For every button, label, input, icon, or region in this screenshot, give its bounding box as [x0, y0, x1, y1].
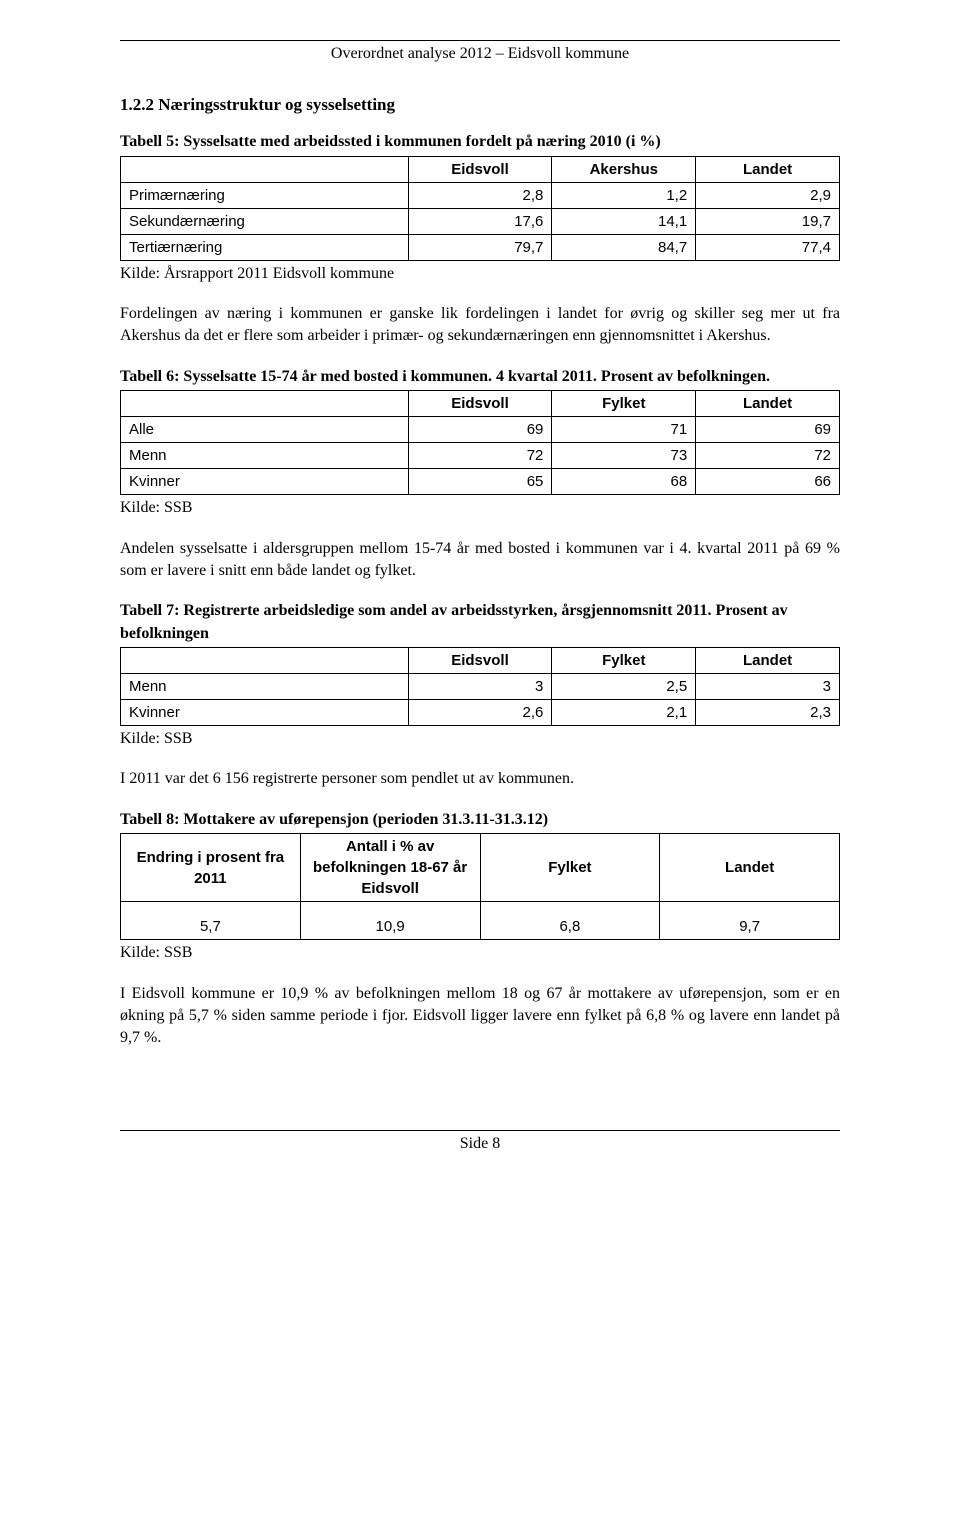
row-label: Menn	[121, 674, 409, 700]
col-header: Landet	[696, 391, 840, 417]
table-header-row: Endring i prosent fra 2011 Antall i % av…	[121, 834, 840, 902]
cell: 19,7	[696, 208, 840, 234]
col-header: Akershus	[552, 156, 696, 182]
table-empty-header	[121, 391, 409, 417]
table-empty-header	[121, 156, 409, 182]
cell: 5,7	[121, 902, 301, 940]
header-rule	[120, 40, 840, 41]
cell: 73	[552, 443, 696, 469]
cell: 9,7	[660, 902, 840, 940]
cell: 71	[552, 417, 696, 443]
row-label: Menn	[121, 443, 409, 469]
document-page: Overordnet analyse 2012 – Eidsvoll kommu…	[0, 0, 960, 1215]
table6: Eidsvoll Fylket Landet Alle 69 71 69 Men…	[120, 390, 840, 495]
col-header: Landet	[696, 648, 840, 674]
cell: 6,8	[480, 902, 660, 940]
table-row: Primærnæring 2,8 1,2 2,9	[121, 182, 840, 208]
cell: 84,7	[552, 234, 696, 260]
col-header: Landet	[660, 834, 840, 902]
table-header-row: Eidsvoll Fylket Landet	[121, 648, 840, 674]
cell: 72	[408, 443, 552, 469]
row-label: Kvinner	[121, 469, 409, 495]
col-header: Fylket	[480, 834, 660, 902]
cell: 17,6	[408, 208, 552, 234]
table6-caption: Tabell 6: Sysselsatte 15-74 år med boste…	[120, 366, 840, 388]
row-label: Tertiærnæring	[121, 234, 409, 260]
row-label: Kvinner	[121, 700, 409, 726]
row-label: Alle	[121, 417, 409, 443]
page-footer: Side 8	[120, 1133, 840, 1155]
table7: Eidsvoll Fylket Landet Menn 3 2,5 3 Kvin…	[120, 647, 840, 726]
cell: 2,6	[408, 700, 552, 726]
paragraph: Fordelingen av næring i kommunen er gans…	[120, 303, 840, 348]
cell: 69	[408, 417, 552, 443]
cell: 3	[408, 674, 552, 700]
col-header: Eidsvoll	[408, 648, 552, 674]
table-row: Sekundærnæring 17,6 14,1 19,7	[121, 208, 840, 234]
footer-rule	[120, 1130, 840, 1131]
table7-source: Kilde: SSB	[120, 728, 840, 750]
cell: 1,2	[552, 182, 696, 208]
cell: 65	[408, 469, 552, 495]
cell: 72	[696, 443, 840, 469]
table-row: Menn 72 73 72	[121, 443, 840, 469]
col-header: Endring i prosent fra 2011	[121, 834, 301, 902]
cell: 79,7	[408, 234, 552, 260]
cell: 3	[696, 674, 840, 700]
table8-caption: Tabell 8: Mottakere av uførepensjon (per…	[120, 809, 840, 831]
col-header: Eidsvoll	[408, 156, 552, 182]
col-header: Landet	[696, 156, 840, 182]
table-row: 5,7 10,9 6,8 9,7	[121, 902, 840, 940]
col-header: Fylket	[552, 648, 696, 674]
table-row: Kvinner 2,6 2,1 2,3	[121, 700, 840, 726]
cell: 2,1	[552, 700, 696, 726]
table-empty-header	[121, 648, 409, 674]
cell: 2,3	[696, 700, 840, 726]
cell: 66	[696, 469, 840, 495]
table-row: Alle 69 71 69	[121, 417, 840, 443]
table8-source: Kilde: SSB	[120, 942, 840, 964]
cell: 69	[696, 417, 840, 443]
cell: 2,8	[408, 182, 552, 208]
cell: 10,9	[300, 902, 480, 940]
table-row: Kvinner 65 68 66	[121, 469, 840, 495]
col-header: Antall i % av befolkningen 18-67 år Eids…	[300, 834, 480, 902]
cell: 2,9	[696, 182, 840, 208]
paragraph: I Eidsvoll kommune er 10,9 % av befolkni…	[120, 983, 840, 1050]
table8: Endring i prosent fra 2011 Antall i % av…	[120, 833, 840, 940]
paragraph: Andelen sysselsatte i aldersgruppen mell…	[120, 538, 840, 583]
cell: 77,4	[696, 234, 840, 260]
row-label: Primærnæring	[121, 182, 409, 208]
table5-caption: Tabell 5: Sysselsatte med arbeidssted i …	[120, 131, 840, 153]
table7-caption: Tabell 7: Registrerte arbeidsledige som …	[120, 600, 840, 645]
table-header-row: Eidsvoll Fylket Landet	[121, 391, 840, 417]
table-header-row: Eidsvoll Akershus Landet	[121, 156, 840, 182]
cell: 2,5	[552, 674, 696, 700]
table-row: Tertiærnæring 79,7 84,7 77,4	[121, 234, 840, 260]
table-row: Menn 3 2,5 3	[121, 674, 840, 700]
table6-source: Kilde: SSB	[120, 497, 840, 519]
cell: 14,1	[552, 208, 696, 234]
col-header: Fylket	[552, 391, 696, 417]
page-header: Overordnet analyse 2012 – Eidsvoll kommu…	[120, 43, 840, 65]
col-header: Eidsvoll	[408, 391, 552, 417]
row-label: Sekundærnæring	[121, 208, 409, 234]
section-title: 1.2.2 Næringsstruktur og sysselsetting	[120, 93, 840, 117]
table5: Eidsvoll Akershus Landet Primærnæring 2,…	[120, 156, 840, 261]
paragraph: I 2011 var det 6 156 registrerte persone…	[120, 768, 840, 790]
cell: 68	[552, 469, 696, 495]
table5-source: Kilde: Årsrapport 2011 Eidsvoll kommune	[120, 263, 840, 285]
